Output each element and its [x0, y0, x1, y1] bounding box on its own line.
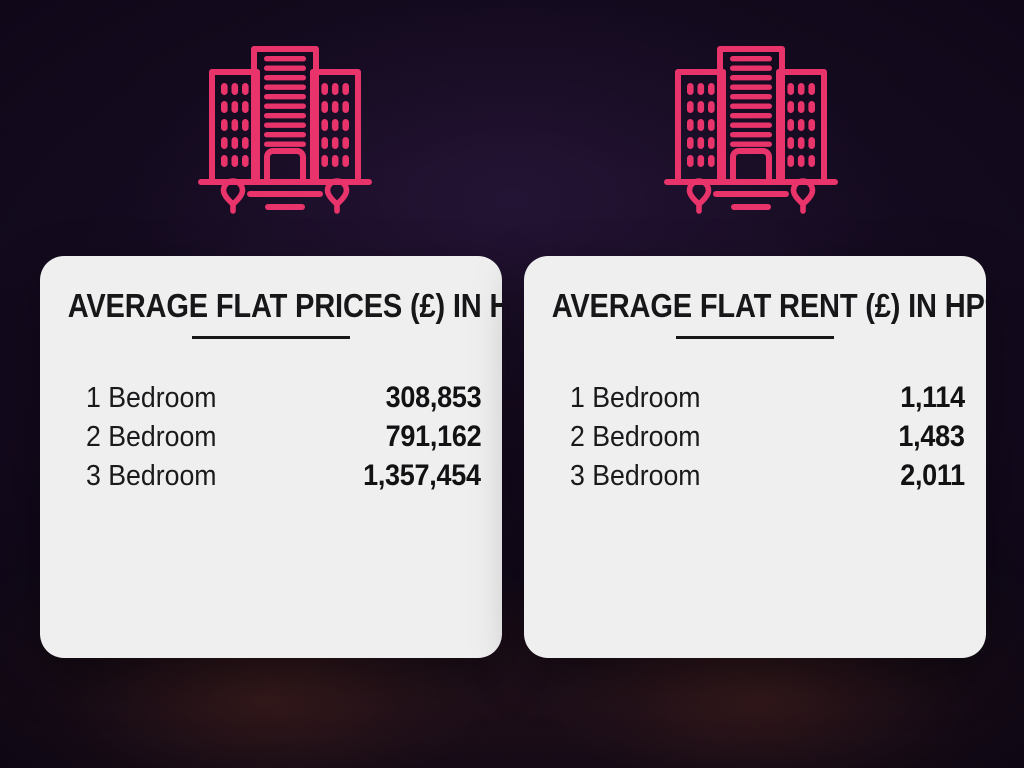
title-divider — [192, 336, 350, 339]
row-value: 1,357,454 — [363, 459, 481, 492]
row-value: 791,162 — [385, 420, 481, 453]
row-label: 1 Bedroom — [86, 382, 217, 414]
table-row: 2 Bedroom 791,162 — [86, 417, 481, 456]
title-divider — [676, 336, 834, 339]
row-label: 1 Bedroom — [570, 382, 701, 414]
page-title: AVERAGE FLAT PRICES (£) IN HP9 — [67, 287, 502, 324]
row-value: 1,114 — [900, 381, 965, 414]
table-row: 2 Bedroom 1,483 — [570, 417, 965, 456]
row-label: 3 Bedroom — [570, 460, 701, 492]
row-label: 2 Bedroom — [570, 421, 701, 453]
table-row: 3 Bedroom 2,011 — [570, 456, 965, 495]
flat-rent-table: 1 Bedroom 1,114 2 Bedroom 1,483 3 Bedroo… — [570, 378, 965, 495]
table-row: 1 Bedroom 1,114 — [570, 378, 965, 417]
table-row: 1 Bedroom 308,853 — [86, 378, 481, 417]
page-title: AVERAGE FLAT RENT (£) IN HP9 — [551, 287, 986, 324]
table-row: 3 Bedroom 1,357,454 — [86, 456, 481, 495]
city-buildings-icon — [661, 38, 841, 218]
row-label: 2 Bedroom — [86, 421, 217, 453]
row-label: 3 Bedroom — [86, 460, 217, 492]
flat-prices-table: 1 Bedroom 308,853 2 Bedroom 791,162 3 Be… — [86, 378, 481, 495]
city-buildings-icon — [195, 38, 375, 218]
row-value: 308,853 — [385, 381, 481, 414]
row-value: 2,011 — [900, 459, 965, 492]
row-value: 1,483 — [898, 420, 965, 453]
flat-rent-card: AVERAGE FLAT RENT (£) IN HP9 1 Bedroom 1… — [524, 256, 986, 658]
flat-prices-card: AVERAGE FLAT PRICES (£) IN HP9 1 Bedroom… — [40, 256, 502, 658]
